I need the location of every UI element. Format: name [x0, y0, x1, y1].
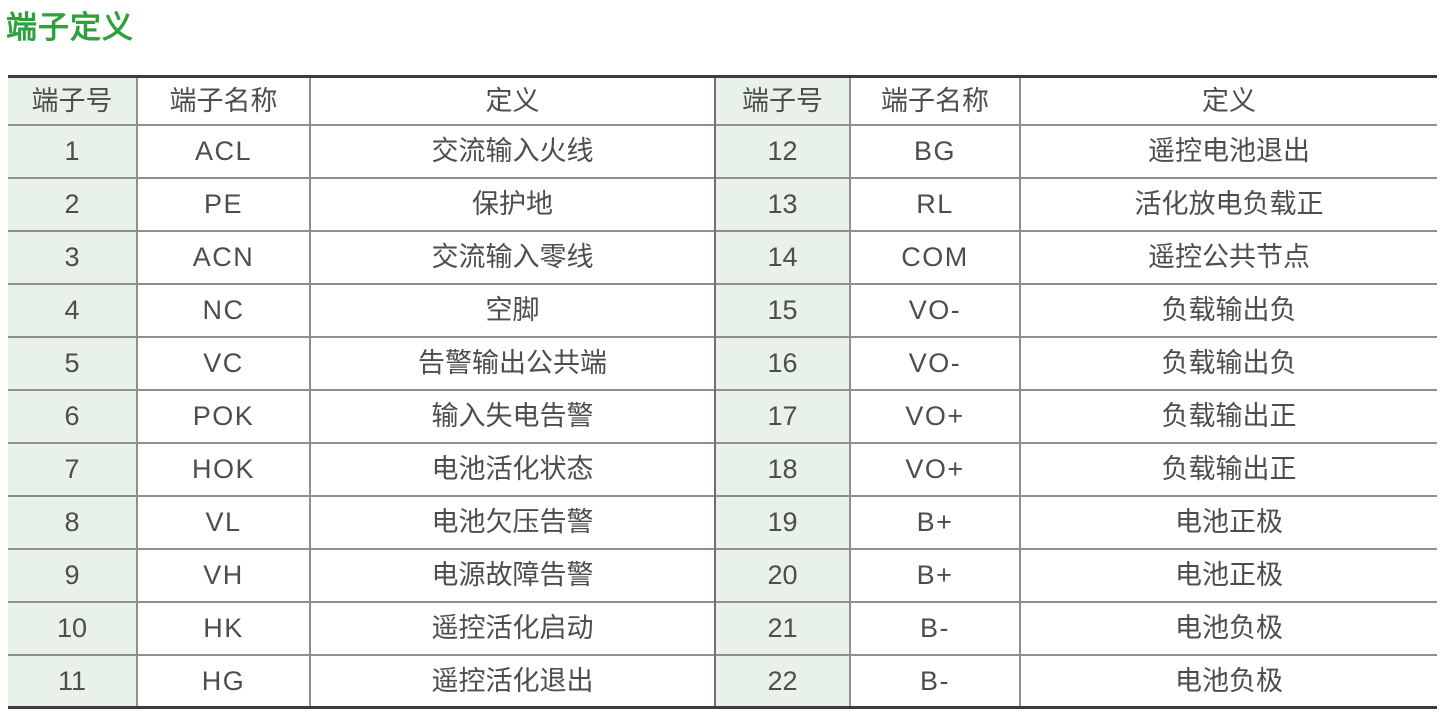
column-header: 定义 — [309, 76, 715, 125]
terminal-name-cell: VO- — [849, 282, 1020, 337]
column-header: 端子号 — [8, 76, 137, 125]
terminal-number-cell: 10 — [8, 600, 137, 655]
terminal-definition-cell: 电源故障告警 — [309, 547, 715, 602]
terminal-definition-cell: 电池负极 — [1019, 600, 1437, 655]
terminal-definition-cell: 电池欠压告警 — [309, 494, 715, 549]
terminal-definition-table: 端子号 端子名称 定义 端子号 端子名称 定义 1 ACL 交流输入火线 12 BG 遥控电池退出 2… — [8, 75, 1437, 709]
terminal-name-cell: B+ — [849, 547, 1020, 602]
terminal-definition-cell: 交流输入火线 — [309, 123, 715, 178]
terminal-definition-cell: 交流输入零线 — [309, 229, 715, 284]
terminal-name-cell: B- — [849, 653, 1020, 708]
terminal-definition-cell: 电池活化状态 — [309, 441, 715, 496]
terminal-name-cell: ACL — [136, 123, 310, 178]
table-body: 1 ACL 交流输入火线 12 BG 遥控电池退出 2 PE 保护地 13 RL 活化放电负载正 3 AC… — [8, 123, 1437, 708]
terminal-definition-cell: 空脚 — [309, 282, 715, 337]
header-row: 端子号 端子名称 定义 端子号 端子名称 定义 — [8, 76, 1437, 125]
terminal-number-cell: 7 — [8, 441, 137, 496]
terminal-number-cell: 21 — [714, 600, 850, 655]
terminal-name-cell: PE — [136, 176, 310, 231]
terminal-number-cell: 12 — [714, 123, 850, 178]
column-header: 端子号 — [714, 76, 850, 125]
terminal-name-cell: BG — [849, 123, 1020, 178]
terminal-name-cell: VC — [136, 335, 310, 390]
terminal-definition-cell: 遥控电池退出 — [1019, 123, 1437, 178]
terminal-name-cell: B+ — [849, 494, 1020, 549]
terminal-name-cell: VL — [136, 494, 310, 549]
terminal-definition-cell: 遥控活化退出 — [309, 653, 715, 708]
terminal-number-cell: 17 — [714, 388, 850, 443]
terminal-name-cell: COM — [849, 229, 1020, 284]
terminal-name-cell: HK — [136, 600, 310, 655]
column-header: 定义 — [1019, 76, 1437, 125]
table-row: 8 VL 电池欠压告警 19 B+ 电池正极 — [8, 494, 1437, 549]
terminal-definition-cell: 电池正极 — [1019, 494, 1437, 549]
terminal-name-cell: VO+ — [849, 388, 1020, 443]
terminal-name-cell: RL — [849, 176, 1020, 231]
column-header: 端子名称 — [136, 76, 310, 125]
table-row: 1 ACL 交流输入火线 12 BG 遥控电池退出 — [8, 123, 1437, 178]
terminal-number-cell: 1 — [8, 123, 137, 178]
terminal-definition-cell: 活化放电负载正 — [1019, 176, 1437, 231]
table-row: 7 HOK 电池活化状态 18 VO+ 负载输出正 — [8, 441, 1437, 496]
terminal-number-cell: 3 — [8, 229, 137, 284]
column-header: 端子名称 — [849, 76, 1020, 125]
table-row: 5 VC 告警输出公共端 16 VO- 负载输出负 — [8, 335, 1437, 390]
terminal-definition-cell: 输入失电告警 — [309, 388, 715, 443]
terminal-number-cell: 22 — [714, 653, 850, 708]
table-row: 10 HK 遥控活化启动 21 B- 电池负极 — [8, 600, 1437, 655]
terminal-definition-cell: 遥控公共节点 — [1019, 229, 1437, 284]
table-row: 9 VH 电源故障告警 20 B+ 电池正极 — [8, 547, 1437, 602]
terminal-definition-cell: 负载输出正 — [1019, 388, 1437, 443]
table-row: 2 PE 保护地 13 RL 活化放电负载正 — [8, 176, 1437, 231]
terminal-name-cell: VH — [136, 547, 310, 602]
page-title: 端子定义 — [6, 10, 134, 45]
terminal-number-cell: 14 — [714, 229, 850, 284]
terminal-number-cell: 2 — [8, 176, 137, 231]
terminal-name-cell: HG — [136, 653, 310, 708]
terminal-number-cell: 11 — [8, 653, 137, 708]
terminal-name-cell: HOK — [136, 441, 310, 496]
terminal-definition-cell: 遥控活化启动 — [309, 600, 715, 655]
terminal-number-cell: 19 — [714, 494, 850, 549]
terminal-name-cell: B- — [849, 600, 1020, 655]
terminal-number-cell: 15 — [714, 282, 850, 337]
terminal-name-cell: VO+ — [849, 441, 1020, 496]
terminal-number-cell: 20 — [714, 547, 850, 602]
terminal-number-cell: 8 — [8, 494, 137, 549]
terminal-definition-cell: 负载输出负 — [1019, 282, 1437, 337]
terminal-definition-cell: 负载输出正 — [1019, 441, 1437, 496]
terminal-number-cell: 16 — [714, 335, 850, 390]
terminal-definition-cell: 告警输出公共端 — [309, 335, 715, 390]
table-row: 3 ACN 交流输入零线 14 COM 遥控公共节点 — [8, 229, 1437, 284]
terminal-number-cell: 9 — [8, 547, 137, 602]
terminal-number-cell: 13 — [714, 176, 850, 231]
terminal-name-cell: ACN — [136, 229, 310, 284]
terminal-name-cell: POK — [136, 388, 310, 443]
terminal-number-cell: 4 — [8, 282, 137, 337]
terminal-number-cell: 6 — [8, 388, 137, 443]
terminal-name-cell: VO- — [849, 335, 1020, 390]
terminal-definition-cell: 电池正极 — [1019, 547, 1437, 602]
table-row: 4 NC 空脚 15 VO- 负载输出负 — [8, 282, 1437, 337]
table-row: 6 POK 输入失电告警 17 VO+ 负载输出正 — [8, 388, 1437, 443]
table-row: 11 HG 遥控活化退出 22 B- 电池负极 — [8, 653, 1437, 708]
terminal-definition-cell: 负载输出负 — [1019, 335, 1437, 390]
terminal-name-cell: NC — [136, 282, 310, 337]
terminal-number-cell: 5 — [8, 335, 137, 390]
terminal-number-cell: 18 — [714, 441, 850, 496]
terminal-definition-cell: 电池负极 — [1019, 653, 1437, 708]
terminal-definition-cell: 保护地 — [309, 176, 715, 231]
